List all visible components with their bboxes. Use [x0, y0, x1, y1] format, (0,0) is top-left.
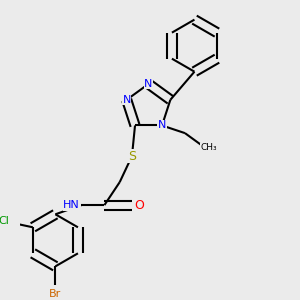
Text: HN: HN — [63, 200, 80, 210]
Text: Br: Br — [49, 289, 62, 299]
Text: Cl: Cl — [0, 216, 9, 226]
Text: N: N — [158, 121, 166, 130]
Text: S: S — [128, 150, 136, 163]
Text: N: N — [144, 79, 153, 89]
Text: CH₃: CH₃ — [200, 143, 217, 152]
Text: O: O — [135, 199, 145, 212]
Text: N: N — [122, 95, 131, 105]
